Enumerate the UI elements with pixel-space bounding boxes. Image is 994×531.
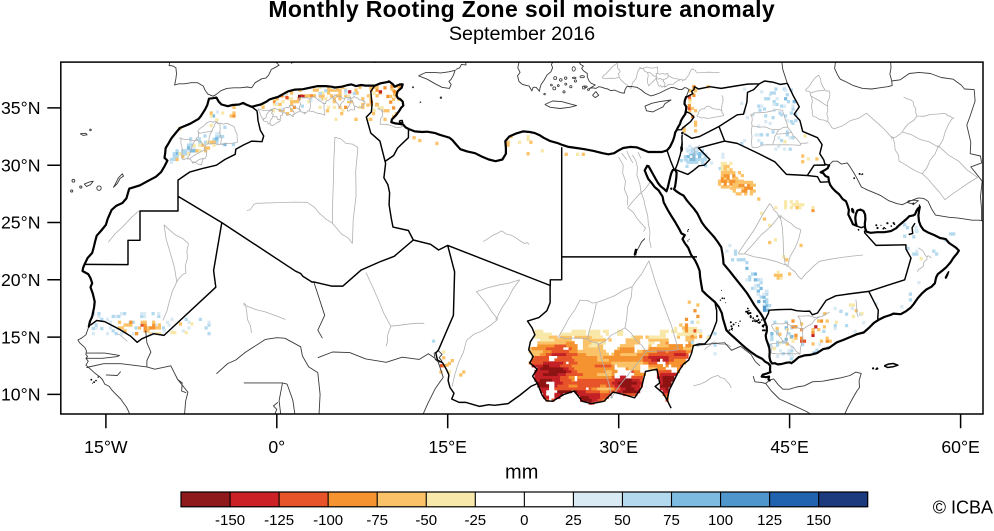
svg-text:15°E: 15°E [428,437,467,457]
svg-text:150: 150 [806,512,831,526]
svg-text:35°N: 35°N [1,98,41,118]
svg-text:100: 100 [708,512,733,526]
svg-text:30°N: 30°N [1,155,41,175]
svg-text:75: 75 [663,512,680,526]
svg-text:September 2016: September 2016 [449,23,595,45]
svg-text:0°: 0° [268,437,285,457]
svg-text:10°N: 10°N [1,385,41,405]
svg-text:45°E: 45°E [770,437,809,457]
svg-text:25: 25 [565,512,582,526]
svg-text:25°N: 25°N [1,213,41,233]
svg-text:-50: -50 [415,512,437,526]
svg-text:-100: -100 [313,512,343,526]
svg-text:mm: mm [505,462,538,484]
svg-text:Monthly Rooting Zone soil mois: Monthly Rooting Zone soil moisture anoma… [268,0,775,22]
svg-text:20°N: 20°N [1,270,41,290]
svg-text:© ICBA: © ICBA [933,498,993,518]
svg-text:60°E: 60°E [941,437,980,457]
svg-text:-125: -125 [264,512,294,526]
svg-text:15°W: 15°W [84,437,128,457]
svg-text:50: 50 [614,512,631,526]
svg-text:0: 0 [520,512,528,526]
svg-text:125: 125 [757,512,782,526]
svg-text:30°E: 30°E [599,437,638,457]
svg-text:-150: -150 [215,512,245,526]
svg-text:-25: -25 [464,512,486,526]
svg-text:-75: -75 [366,512,388,526]
svg-text:15°N: 15°N [1,327,41,347]
